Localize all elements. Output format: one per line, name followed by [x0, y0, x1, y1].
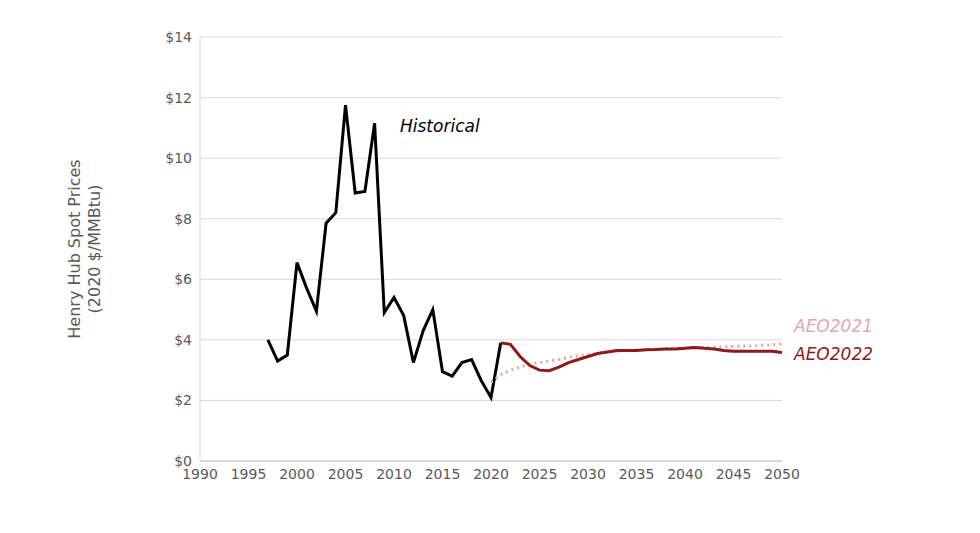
svg-text:2000: 2000 [279, 466, 315, 482]
svg-text:$4: $4 [174, 332, 192, 348]
svg-text:2030: 2030 [570, 466, 606, 482]
svg-text:2010: 2010 [376, 466, 412, 482]
svg-text:$6: $6 [174, 271, 192, 287]
svg-text:$8: $8 [174, 211, 192, 227]
svg-text:2020: 2020 [473, 466, 509, 482]
svg-text:2015: 2015 [425, 466, 461, 482]
svg-text:2050: 2050 [764, 466, 800, 482]
svg-text:2045: 2045 [716, 466, 752, 482]
svg-text:2035: 2035 [619, 466, 655, 482]
svg-text:AEO2021: AEO2021 [793, 316, 873, 336]
svg-text:$0: $0 [174, 453, 192, 469]
svg-text:$10: $10 [165, 150, 192, 166]
html-text:Historical: Historical [400, 116, 480, 136]
svg-text:2040: 2040 [667, 466, 703, 482]
svg-text:Henry Hub Spot Prices(2020 $/M: Henry Hub Spot Prices(2020 $/MMBtu) [65, 159, 104, 338]
svg-text:2005: 2005 [328, 466, 364, 482]
svg-text:2025: 2025 [522, 466, 558, 482]
svg-text:1995: 1995 [231, 466, 267, 482]
svg-text:AEO2022: AEO2022 [793, 344, 873, 364]
svg-text:$2: $2 [174, 392, 192, 408]
svg-text:$12: $12 [165, 90, 192, 106]
svg-text:1990: 1990 [182, 465, 218, 482]
svg-text:$14: $14 [165, 29, 192, 45]
